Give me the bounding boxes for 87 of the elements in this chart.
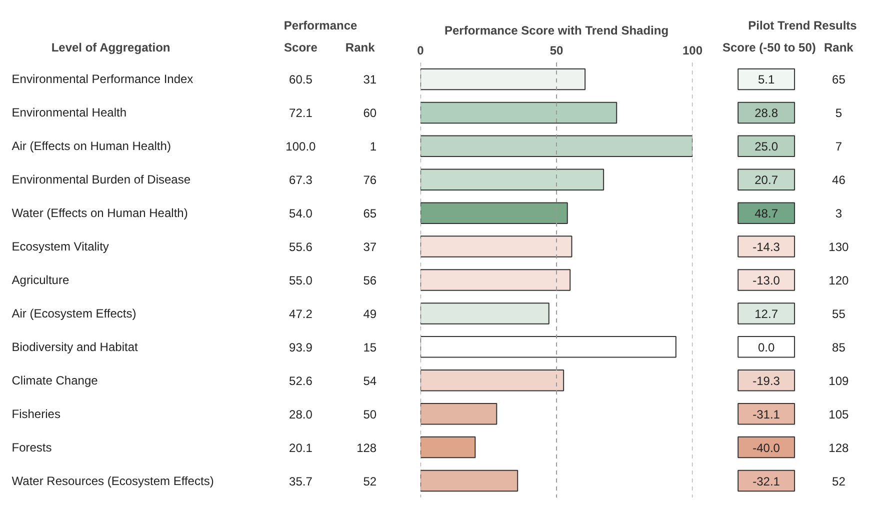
data-label: 55.6 [289, 240, 313, 254]
data-label: 35.7 [289, 474, 313, 488]
data-label: 20.1 [289, 440, 313, 455]
bar [420, 102, 618, 124]
chart-title: Pilot Trend Results [748, 18, 858, 32]
text: 52 [363, 474, 377, 488]
text: 49 [363, 306, 377, 321]
data-label: 93.9 [289, 340, 313, 354]
y-tick-label: Ecosystem Vitality [12, 240, 109, 254]
text: 46 [832, 173, 846, 188]
bar [420, 168, 604, 190]
data-label: 5.1 [758, 72, 775, 87]
data-label: 28.8 [754, 106, 778, 120]
data-label: -13.0 [752, 274, 780, 288]
bar [420, 302, 550, 324]
text: 65 [363, 206, 377, 221]
text: 52 [832, 474, 846, 488]
data-label: 55.0 [289, 274, 313, 288]
text: 54 [363, 374, 377, 388]
data-label: -31.1 [752, 407, 780, 422]
data-label: -14.3 [752, 240, 780, 254]
text: 120 [828, 274, 849, 288]
data-label: 72.1 [289, 106, 313, 120]
y-tick-label: Environmental Health [12, 106, 126, 120]
x2-tick-label: 0 [417, 44, 424, 58]
text: 85 [832, 340, 846, 354]
data-label: 100.0 [286, 140, 316, 154]
data-label: -40.0 [752, 440, 780, 455]
data-label: 28.0 [289, 407, 313, 422]
data-label: 20.7 [754, 173, 778, 188]
y-tick-label: Water Resources (Ecosystem Effects) [12, 474, 214, 488]
text: 130 [828, 240, 849, 254]
y-tick-label: Environmental Burden of Disease [12, 172, 191, 187]
y-tick-label: Environmental Performance Index [12, 72, 194, 86]
bar [420, 436, 476, 458]
y-tick-label: Agriculture [12, 273, 70, 287]
bar [420, 236, 572, 258]
y-tick-label: Air (Ecosystem Effects) [12, 306, 136, 320]
bar [420, 470, 518, 492]
data-label: -19.3 [752, 374, 780, 388]
data-label: 54.0 [289, 206, 313, 221]
data-label: 47.2 [289, 306, 313, 321]
data-label: 60.5 [289, 72, 313, 87]
bar [420, 336, 676, 358]
text: 55 [832, 306, 846, 321]
text: 7 [835, 140, 842, 154]
y-tick-label: Biodiversity and Habitat [12, 340, 138, 354]
x-tick-label: Score (-50 to 50) [722, 40, 816, 54]
bar [420, 370, 564, 392]
text: Score [284, 40, 318, 54]
y-tick-label: Climate Change [12, 373, 98, 388]
data-label: 25.0 [754, 140, 778, 154]
text: 76 [363, 173, 377, 188]
bar [420, 402, 498, 425]
text: 60 [363, 106, 377, 120]
text: 128 [356, 440, 377, 455]
text: 1 [370, 140, 377, 154]
data-label: 0.0 [758, 340, 775, 354]
bar [420, 68, 586, 90]
text: 65 [832, 72, 846, 87]
data-label: 12.7 [754, 306, 778, 321]
text: Performance [284, 18, 358, 32]
x2-tick-label: 50 [550, 44, 564, 58]
text: 37 [363, 240, 377, 254]
y-axis-title: Level of Aggregation [51, 40, 170, 54]
y-tick-label: Forests [12, 440, 52, 454]
y-tick-label: Fisheries [12, 406, 60, 421]
chart-title: Performance Score with Trend Shading [444, 24, 669, 38]
text: 50 [363, 407, 377, 422]
y-tick-label: Air (Effects on Human Health) [12, 139, 171, 154]
y-tick-label: Water (Effects on Human Health) [12, 206, 188, 220]
bar [420, 269, 571, 291]
data-label: 67.3 [289, 173, 313, 188]
text: 3 [835, 206, 842, 221]
data-label: 48.7 [754, 206, 778, 221]
text: 5 [835, 106, 842, 120]
bar [420, 202, 568, 224]
text: 128 [828, 440, 849, 455]
data-label: -32.1 [752, 474, 780, 488]
bar [420, 135, 692, 158]
text: 15 [363, 340, 377, 354]
data-label: 52.6 [289, 374, 313, 388]
text: 105 [828, 407, 849, 422]
text: 31 [363, 72, 377, 87]
text: 109 [828, 374, 849, 388]
text: 56 [363, 274, 377, 288]
x2-tick-label: 100 [682, 44, 703, 58]
